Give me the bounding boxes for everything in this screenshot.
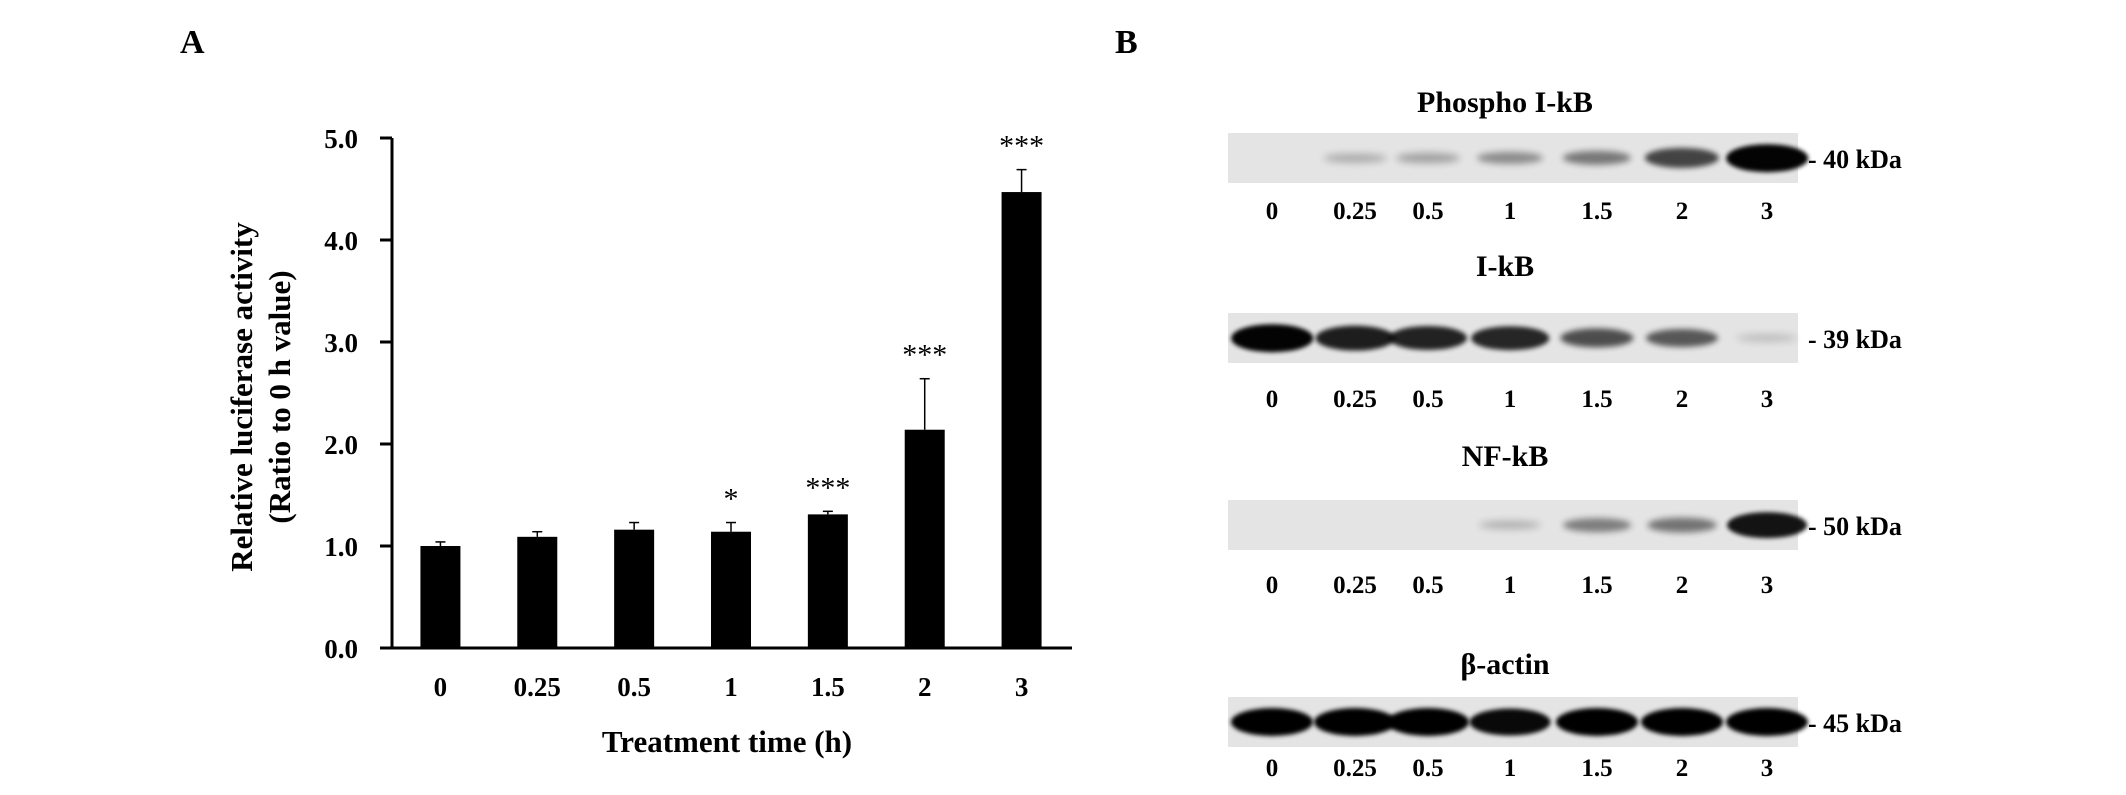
lane-label: 2 [1675,572,1689,599]
lane-label: 1 [1503,198,1517,225]
lane-label: 3 [1760,386,1774,413]
blot-strip [1228,313,1798,363]
blot-band [1478,520,1542,530]
blot-band [1323,153,1387,163]
significance-label: *** [999,130,1044,163]
blot-band [1736,334,1798,342]
blot-band [1560,328,1634,348]
bar [614,529,655,648]
lane-label: 1 [1503,572,1517,599]
significance-label: *** [902,339,947,372]
lane-label: 1.5 [1581,198,1613,225]
blot-band [1476,151,1544,165]
lane-label: 0 [1265,572,1279,599]
lane-label: 0.5 [1412,755,1444,782]
blot-band [1387,708,1469,736]
blot-band [1396,153,1460,163]
bar [1001,192,1042,648]
molecular-weight-label: - 50 kDa [1808,512,1902,541]
blot-band [1231,708,1313,736]
bar [420,546,461,648]
lane-label: 2 [1675,386,1689,413]
lane-label: 0.5 [1412,198,1444,225]
lane-label: 3 [1760,755,1774,782]
lane-label: 0.25 [1333,198,1377,225]
lane-label: 0.25 [1333,572,1377,599]
blot-title: NF-kB [1461,440,1549,473]
x-tick-label: 0.25 [514,672,561,702]
y-tick-label: 4.0 [324,226,358,256]
lane-label: 2 [1675,755,1689,782]
blot-band [1562,150,1632,166]
lane-label: 0.25 [1333,386,1377,413]
bar [517,536,558,648]
blot-band [1315,325,1395,351]
blot-strip [1228,697,1808,747]
y-tick-label: 2.0 [324,430,358,460]
blot-title: I-kB [1475,250,1535,283]
blot-band [1231,324,1313,352]
blot-band [1726,144,1808,172]
bars: * ********* [420,130,1044,648]
lane-label: 1.5 [1581,755,1613,782]
panel-b-letter: B [1115,24,1138,61]
significance-label: * [724,483,739,516]
y-axis-label-line2: (Ratio to 0 h value) [262,270,297,523]
panel-a-letter: A [180,24,205,61]
bar [904,429,945,648]
lane-label: 1.5 [1581,386,1613,413]
blot-title: Phospho I-kB [1417,86,1593,119]
y-ticks: 0.0 1.0 2.0 3.0 4.0 5.0 [324,124,392,664]
x-tick-label: 0 [434,672,448,702]
blot-band [1471,326,1549,350]
y-tick-label: 0.0 [324,634,358,664]
lane-label: 0 [1265,198,1279,225]
y-tick-label: 1.0 [324,532,358,562]
blot-band [1647,517,1717,533]
lane-label: 0 [1265,755,1279,782]
x-tick-label: 1 [724,672,738,702]
bar-chart: 0.01.02.03.04.05.0 * ********* 0 0.25 0.5 1 1… [224,124,1072,759]
lane-label: 0 [1265,386,1279,413]
blot-band [1645,328,1719,348]
x-tick-label: 3 [1015,672,1029,702]
x-ticks: 0 0.25 0.5 1 1.5 2 3 [434,672,1029,702]
bar [807,514,848,648]
lane-label: 3 [1760,572,1774,599]
blot-band [1556,708,1638,736]
blot-band [1563,518,1631,532]
molecular-weight-label: - 39 kDa [1808,325,1902,354]
significance-label: *** [805,471,850,504]
lane-label: 0.5 [1412,572,1444,599]
lane-label: 3 [1760,198,1774,225]
lane-label: 0.5 [1412,386,1444,413]
blot-band [1726,708,1808,736]
lane-label: 1 [1503,386,1517,413]
blot-band [1469,708,1551,736]
lane-label: 1 [1503,755,1517,782]
blot-strip [1228,133,1808,183]
lane-label: 2 [1675,198,1689,225]
y-axis-label-line1: Relative luciferase activity [224,222,259,572]
molecular-weight-label: - 45 kDa [1808,709,1902,738]
lane-label: 0.25 [1333,755,1377,782]
blot-band [1641,708,1723,736]
x-tick-label: 0.5 [617,672,651,702]
molecular-weight-label: - 40 kDa [1808,145,1902,174]
bar [711,531,751,648]
blot-band [1314,708,1396,736]
x-tick-label: 2 [918,672,932,702]
x-tick-label: 1.5 [811,672,845,702]
blot-band [1388,325,1468,351]
y-tick-label: 5.0 [324,124,358,154]
x-axis-label: Treatment time (h) [602,724,852,759]
blot-strip [1228,500,1807,550]
lane-label: 1.5 [1581,572,1613,599]
blot-band [1644,147,1720,169]
blot-title: β-actin [1460,648,1550,681]
y-tick-label: 3.0 [324,328,358,358]
blot-band [1727,512,1807,538]
